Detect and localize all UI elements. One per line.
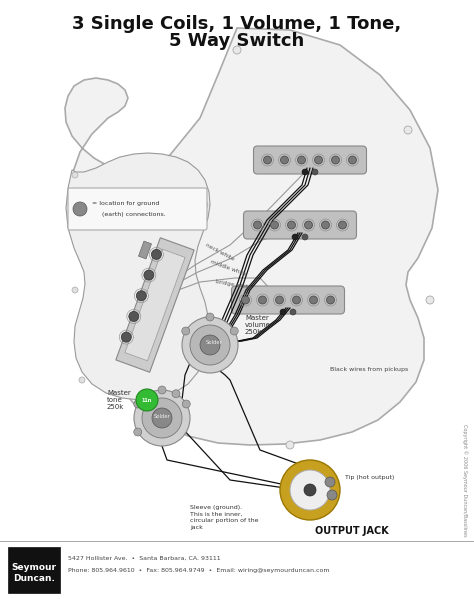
FancyBboxPatch shape	[231, 286, 345, 314]
Circle shape	[327, 490, 337, 500]
Circle shape	[302, 234, 308, 240]
Circle shape	[327, 296, 335, 304]
Circle shape	[325, 477, 335, 487]
Circle shape	[121, 332, 131, 342]
Text: Solder: Solder	[154, 413, 171, 419]
Circle shape	[315, 156, 322, 164]
Text: middle white: middle white	[210, 259, 247, 277]
Circle shape	[134, 400, 142, 408]
Circle shape	[312, 169, 318, 175]
Circle shape	[206, 313, 214, 321]
Circle shape	[73, 202, 87, 216]
Circle shape	[137, 291, 146, 301]
Circle shape	[304, 484, 316, 496]
Circle shape	[258, 296, 266, 304]
Text: Phone: 805.964.9610  •  Fax: 805.964.9749  •  Email: wiring@seymourduncan.com: Phone: 805.964.9610 • Fax: 805.964.9749 …	[68, 568, 329, 573]
Circle shape	[158, 386, 166, 394]
Circle shape	[280, 460, 340, 520]
Circle shape	[136, 389, 158, 411]
Circle shape	[131, 386, 139, 394]
Circle shape	[152, 408, 172, 428]
Circle shape	[404, 126, 412, 134]
Circle shape	[304, 221, 312, 229]
Circle shape	[302, 169, 308, 175]
Bar	[138, 241, 152, 259]
Circle shape	[72, 172, 78, 178]
Circle shape	[426, 296, 434, 304]
Text: 11n: 11n	[142, 398, 152, 403]
FancyBboxPatch shape	[68, 188, 207, 230]
Text: Black wires from pickups: Black wires from pickups	[330, 368, 408, 373]
Circle shape	[321, 221, 329, 229]
Text: 5427 Hollister Ave.  •  Santa Barbara, CA. 93111: 5427 Hollister Ave. • Santa Barbara, CA.…	[68, 556, 220, 561]
Circle shape	[290, 470, 330, 510]
Circle shape	[298, 156, 306, 164]
Circle shape	[331, 156, 339, 164]
Circle shape	[72, 287, 78, 293]
Circle shape	[182, 317, 238, 373]
Circle shape	[292, 296, 301, 304]
Circle shape	[190, 325, 230, 365]
Bar	[8, 547, 60, 593]
Polygon shape	[66, 153, 210, 400]
Circle shape	[275, 296, 283, 304]
Text: = location for ground: = location for ground	[90, 201, 159, 206]
FancyBboxPatch shape	[244, 211, 356, 239]
Text: 3 Single Coils, 1 Volume, 1 Tone,: 3 Single Coils, 1 Volume, 1 Tone,	[73, 15, 401, 33]
Circle shape	[142, 397, 148, 403]
Circle shape	[182, 327, 190, 335]
Text: Master
tone
250k: Master tone 250k	[107, 390, 131, 410]
Circle shape	[200, 335, 220, 355]
Bar	[125, 249, 185, 361]
Circle shape	[233, 46, 241, 54]
Circle shape	[144, 270, 154, 280]
Bar	[0, 542, 474, 599]
Circle shape	[142, 398, 182, 438]
Circle shape	[264, 156, 272, 164]
FancyBboxPatch shape	[254, 146, 366, 174]
Circle shape	[79, 377, 85, 383]
Text: 5 Way Switch: 5 Way Switch	[169, 32, 305, 50]
Circle shape	[281, 156, 289, 164]
Text: Duncan.: Duncan.	[13, 574, 55, 583]
Text: Solder: Solder	[206, 340, 222, 346]
Text: bridge white: bridge white	[215, 279, 252, 291]
Circle shape	[134, 390, 190, 446]
Circle shape	[288, 221, 295, 229]
Circle shape	[310, 296, 318, 304]
Circle shape	[202, 202, 208, 208]
Circle shape	[202, 317, 208, 323]
Text: Tip (hot output): Tip (hot output)	[345, 476, 394, 480]
Bar	[116, 238, 194, 372]
Circle shape	[271, 221, 279, 229]
Circle shape	[290, 309, 296, 315]
Text: neck white: neck white	[205, 243, 236, 262]
Text: Master
volume
250k: Master volume 250k	[245, 315, 271, 335]
Circle shape	[292, 234, 298, 240]
Bar	[0, 541, 474, 542]
Circle shape	[286, 441, 294, 449]
Polygon shape	[65, 28, 438, 445]
Circle shape	[280, 309, 286, 315]
Circle shape	[172, 390, 180, 398]
Text: (earth) connections.: (earth) connections.	[90, 212, 166, 217]
Text: OUTPUT JACK: OUTPUT JACK	[315, 526, 389, 536]
Circle shape	[338, 221, 346, 229]
Circle shape	[241, 296, 249, 304]
Text: Copyright © 2006 Seymour Duncan/Basslines: Copyright © 2006 Seymour Duncan/Bassline…	[462, 423, 468, 536]
Circle shape	[348, 156, 356, 164]
Circle shape	[230, 327, 238, 335]
Circle shape	[134, 428, 142, 436]
Circle shape	[151, 249, 161, 259]
Text: Sleeve (ground).
This is the inner,
circular portion of the
jack: Sleeve (ground). This is the inner, circ…	[190, 505, 258, 530]
Text: Seymour: Seymour	[11, 563, 56, 572]
Circle shape	[182, 400, 190, 408]
Circle shape	[254, 221, 262, 229]
Circle shape	[129, 311, 139, 322]
